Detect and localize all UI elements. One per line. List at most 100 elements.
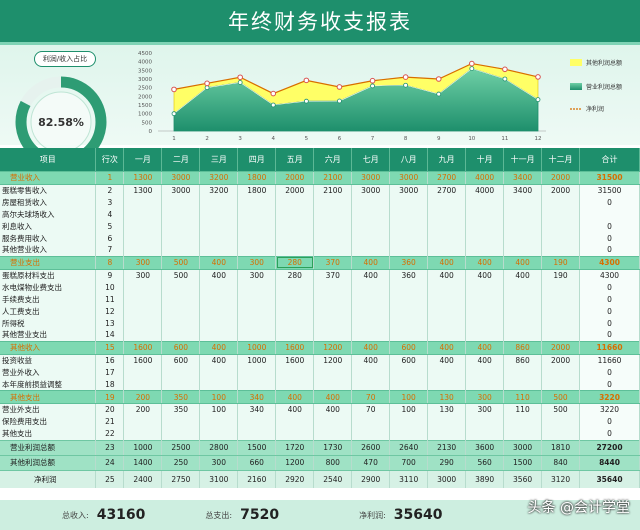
month-cell[interactable]: 600: [161, 340, 201, 355]
month-cell[interactable]: [389, 317, 429, 329]
month-cell[interactable]: [161, 427, 201, 441]
month-cell[interactable]: 130: [427, 403, 467, 416]
month-cell[interactable]: [313, 232, 353, 245]
row-label[interactable]: 营业利润总额: [0, 439, 97, 456]
row-label[interactable]: 其他营业支出: [0, 328, 97, 342]
month-cell[interactable]: [541, 196, 581, 209]
month-cell[interactable]: 3100: [199, 469, 239, 488]
month-cell[interactable]: [541, 427, 581, 441]
month-cell[interactable]: [313, 366, 353, 379]
month-cell[interactable]: [503, 305, 543, 318]
month-cell[interactable]: 2800: [199, 439, 239, 456]
row-label[interactable]: 房屋租赁收入: [0, 196, 97, 209]
row-number[interactable]: 6: [95, 232, 125, 245]
month-cell[interactable]: 400: [313, 403, 353, 416]
month-cell[interactable]: 1300: [123, 171, 163, 185]
month-cell[interactable]: 600: [161, 354, 201, 367]
month-cell[interactable]: 200: [123, 390, 163, 405]
row-total[interactable]: 35640: [579, 469, 640, 488]
row-total[interactable]: 0: [579, 328, 640, 342]
row-number[interactable]: 8: [95, 255, 125, 270]
month-cell[interactable]: 500: [161, 269, 201, 282]
month-cell[interactable]: [275, 328, 315, 342]
month-cell[interactable]: [465, 328, 505, 342]
month-cell[interactable]: [199, 220, 239, 233]
month-cell[interactable]: 2500: [161, 439, 201, 456]
month-cell[interactable]: 2640: [389, 439, 429, 456]
month-cell[interactable]: [275, 378, 315, 391]
month-cell[interactable]: [465, 378, 505, 391]
row-label[interactable]: 高尔夫球场收入: [0, 208, 97, 221]
row-number[interactable]: 24: [95, 454, 125, 471]
month-cell[interactable]: [237, 232, 277, 245]
month-cell[interactable]: [123, 220, 163, 233]
month-cell[interactable]: [123, 328, 163, 342]
month-cell[interactable]: [123, 293, 163, 306]
row-number[interactable]: 19: [95, 390, 125, 405]
month-cell[interactable]: [427, 293, 467, 306]
month-cell[interactable]: [199, 328, 239, 342]
month-cell[interactable]: 360: [389, 255, 429, 270]
month-cell[interactable]: [389, 208, 429, 221]
month-cell[interactable]: [313, 305, 353, 318]
month-cell[interactable]: 350: [161, 403, 201, 416]
row-label[interactable]: 其他营业收入: [0, 244, 97, 257]
month-cell[interactable]: 400: [427, 340, 467, 355]
month-cell[interactable]: [503, 220, 543, 233]
month-cell[interactable]: 3400: [503, 171, 543, 185]
month-cell[interactable]: 2600: [351, 439, 391, 456]
month-cell[interactable]: 700: [389, 454, 429, 471]
month-cell[interactable]: 500: [541, 390, 581, 405]
month-cell[interactable]: [351, 305, 391, 318]
month-cell[interactable]: 100: [199, 390, 239, 405]
month-cell[interactable]: [351, 281, 391, 294]
row-number[interactable]: 7: [95, 244, 125, 257]
month-cell[interactable]: [427, 378, 467, 391]
month-cell[interactable]: [541, 220, 581, 233]
month-cell[interactable]: [503, 208, 543, 221]
month-cell[interactable]: [351, 366, 391, 379]
month-cell[interactable]: [427, 232, 467, 245]
month-cell[interactable]: [313, 293, 353, 306]
month-cell[interactable]: [123, 378, 163, 391]
month-cell[interactable]: 1000: [237, 340, 277, 355]
month-cell[interactable]: 100: [199, 403, 239, 416]
row-label[interactable]: 营业收入: [0, 171, 97, 185]
month-cell[interactable]: [389, 244, 429, 257]
month-cell[interactable]: 300: [237, 255, 277, 270]
row-label[interactable]: 所得税: [0, 317, 97, 329]
month-cell[interactable]: 400: [503, 269, 543, 282]
month-cell[interactable]: [427, 366, 467, 379]
month-cell[interactable]: [465, 232, 505, 245]
month-cell[interactable]: 3200: [199, 184, 239, 197]
row-total[interactable]: 4300: [579, 255, 640, 270]
month-cell[interactable]: [313, 317, 353, 329]
month-cell[interactable]: [465, 196, 505, 209]
month-cell[interactable]: 400: [351, 269, 391, 282]
month-cell[interactable]: [275, 281, 315, 294]
month-cell[interactable]: 2130: [427, 439, 467, 456]
row-label[interactable]: 本年度前损益调整: [0, 378, 97, 391]
month-cell[interactable]: 1500: [237, 439, 277, 456]
month-cell[interactable]: 860: [503, 354, 543, 367]
month-cell[interactable]: [351, 293, 391, 306]
month-cell[interactable]: 400: [199, 354, 239, 367]
month-cell[interactable]: 600: [389, 354, 429, 367]
month-cell[interactable]: [199, 378, 239, 391]
month-cell[interactable]: 1200: [313, 340, 353, 355]
month-cell[interactable]: [237, 328, 277, 342]
month-cell[interactable]: [503, 281, 543, 294]
month-cell[interactable]: [199, 281, 239, 294]
month-cell[interactable]: [351, 244, 391, 257]
month-cell[interactable]: 1800: [237, 184, 277, 197]
month-cell[interactable]: [313, 208, 353, 221]
row-number[interactable]: 10: [95, 281, 125, 294]
row-total[interactable]: 0: [579, 232, 640, 245]
month-cell[interactable]: 3000: [389, 171, 429, 185]
month-cell[interactable]: 2750: [161, 469, 201, 488]
row-number[interactable]: 15: [95, 340, 125, 355]
month-cell[interactable]: 2000: [541, 340, 581, 355]
row-total[interactable]: 4300: [579, 269, 640, 282]
month-cell[interactable]: 1810: [541, 439, 581, 456]
month-cell[interactable]: [237, 281, 277, 294]
